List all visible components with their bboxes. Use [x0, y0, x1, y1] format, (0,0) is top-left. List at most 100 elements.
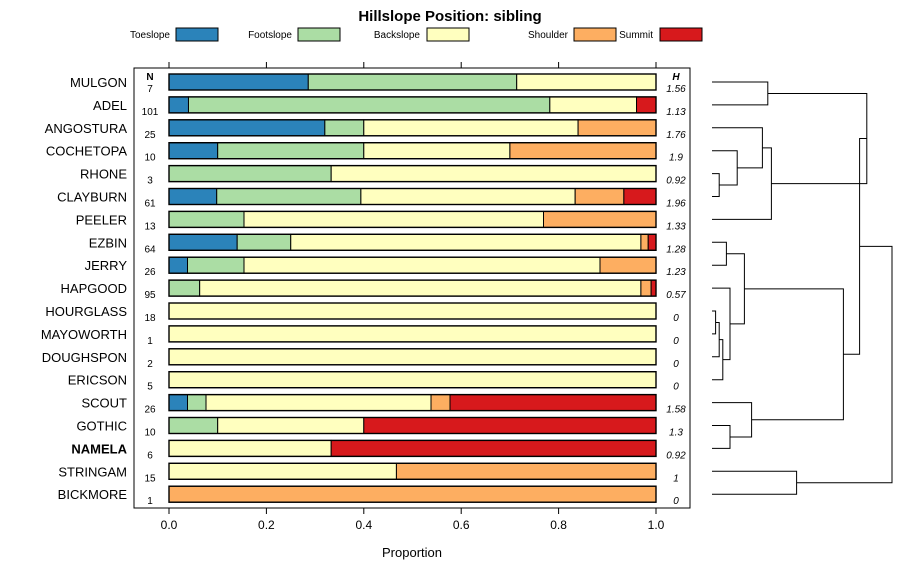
n-value-stringam: 15: [144, 473, 156, 484]
dendrogram-link: [767, 92, 868, 185]
n-value-jerry: 26: [144, 267, 156, 278]
bar-segment-jerry-toeslope: [168, 256, 189, 274]
bar-segment-mulgon-backslope: [516, 73, 657, 91]
bar-segment-scout-summit: [449, 394, 657, 412]
bar-outline-namela: [168, 439, 657, 458]
legend: Toeslope Footslope Backslope Shoulder Summit: [130, 27, 703, 42]
bar-segment-namela-backslope: [168, 439, 332, 457]
dendrogram-link: [712, 287, 731, 361]
bar-segment-stringam-backslope: [168, 462, 397, 480]
bar-segment-clayburn-summit: [623, 188, 657, 205]
bar-segment-mulgon-footslope: [307, 73, 518, 91]
bar-segment-doughspon-backslope: [168, 348, 657, 366]
category-label-rhone: RHONE: [80, 167, 127, 182]
bar-outline-stringam: [168, 462, 657, 480]
bar-outline-jerry: [168, 256, 657, 274]
bar-segment-peeler-backslope: [243, 210, 545, 228]
chart-title: Hillslope Position: sibling: [358, 8, 541, 25]
category-label-jerry: JERRY: [85, 258, 128, 273]
n-value-angostura: 25: [144, 130, 156, 141]
bar-segment-jerry-backslope: [243, 256, 601, 274]
x-tick-label: 0.6: [453, 518, 470, 532]
x-tick-label: 0.8: [550, 518, 567, 532]
bar-outline-rhone: [168, 164, 657, 183]
n-value-cochetopa: 10: [144, 153, 156, 164]
legend-swatch-shoulder: [573, 27, 617, 42]
n-value-doughspon: 2: [147, 359, 153, 370]
bar-segment-cochetopa-toeslope: [168, 142, 219, 160]
category-label-hapgood: HAPGOOD: [61, 281, 127, 296]
bar-segment-scout-footslope: [187, 394, 207, 412]
bar-segment-cochetopa-shoulder: [509, 142, 657, 160]
bar-segment-angostura-toeslope: [168, 119, 326, 137]
bar-segment-gothic-summit: [363, 417, 657, 434]
dendrogram-link: [744, 288, 844, 421]
n-value-gothic: 10: [144, 428, 156, 439]
dendrogram-link: [712, 173, 720, 197]
bar-segment-stringam-shoulder: [395, 462, 657, 480]
legend-label-shoulder: Shoulder: [528, 30, 569, 41]
bar-segment-namela-summit: [330, 439, 657, 457]
n-value-hourglass: 18: [144, 313, 156, 324]
bar-outline-bickmore: [168, 485, 657, 503]
bar-segment-hourglass-backslope: [168, 302, 657, 320]
n-value-adel: 101: [142, 107, 159, 118]
category-label-stringam: STRINGAM: [58, 464, 127, 479]
bar-segment-mulgon-toeslope: [168, 73, 309, 91]
legend-swatch-backslope: [426, 27, 470, 42]
bar-segment-peeler-shoulder: [543, 210, 657, 228]
bar-outline-peeler: [168, 210, 657, 229]
h-value-ezbin: 1.28: [666, 244, 686, 255]
h-value-stringam: 1: [673, 473, 679, 484]
category-label-angostura: ANGOSTURA: [45, 121, 128, 136]
bar-segment-peeler-footslope: [168, 210, 245, 228]
n-value-rhone: 3: [147, 176, 153, 187]
bar-outline-ezbin: [168, 233, 657, 252]
h-value-doughspon: 0: [673, 359, 679, 370]
bar-segment-ezbin-footslope: [236, 233, 292, 251]
h-value-clayburn: 1.96: [666, 199, 686, 210]
bar-outline-hourglass: [168, 302, 657, 320]
n-value-mulgon: 7: [147, 84, 153, 95]
plot-panel: [133, 62, 691, 509]
h-value-adel: 1.13: [666, 107, 686, 118]
bar-outline-gothic: [168, 416, 657, 435]
h-value-cochetopa: 1.9: [669, 153, 683, 164]
bar-segment-hapgood-summit: [650, 279, 657, 297]
bar-segment-clayburn-backslope: [360, 188, 576, 205]
bar-segment-jerry-footslope: [187, 256, 245, 274]
bar-segment-hapgood-shoulder: [640, 279, 652, 297]
h-value-bickmore: 0: [673, 496, 679, 507]
bar-outline-hapgood: [168, 279, 657, 297]
n-value-bickmore: 1: [147, 496, 153, 507]
dendrogram-link: [796, 245, 893, 484]
legend-label-summit: Summit: [619, 30, 653, 41]
bar-segment-angostura-backslope: [363, 119, 579, 137]
x-tick-label: 0.0: [161, 518, 178, 532]
legend-swatch-footslope: [297, 27, 341, 42]
bar-segment-gothic-backslope: [217, 417, 365, 434]
n-value-peeler: 13: [144, 221, 156, 232]
dendrogram-link: [712, 150, 738, 186]
h-value-scout: 1.58: [666, 405, 686, 416]
category-label-hourglass: HOURGLASS: [45, 304, 127, 319]
h-value-peeler: 1.33: [666, 221, 686, 232]
category-label-namela: NAMELA: [71, 441, 127, 456]
bar-segment-scout-shoulder: [430, 394, 451, 412]
h-value-ericson: 0: [673, 382, 679, 393]
n-value-clayburn: 61: [144, 199, 156, 210]
bar-segment-ezbin-shoulder: [640, 233, 649, 251]
panel-border: [133, 67, 691, 509]
bar-segment-rhone-backslope: [330, 165, 657, 183]
bar-segment-scout-toeslope: [168, 394, 189, 412]
category-label-ericson: ERICSON: [68, 373, 127, 388]
n-value-mayoworth: 1: [147, 336, 153, 347]
dendrogram-link: [726, 253, 745, 325]
legend-swatch-summit: [659, 27, 703, 42]
dendrogram-link: [712, 339, 724, 381]
legend-swatch-toeslope: [175, 27, 219, 42]
h-header: H: [672, 72, 680, 83]
bar-segment-angostura-footslope: [324, 119, 365, 137]
bars-group: [168, 73, 657, 503]
